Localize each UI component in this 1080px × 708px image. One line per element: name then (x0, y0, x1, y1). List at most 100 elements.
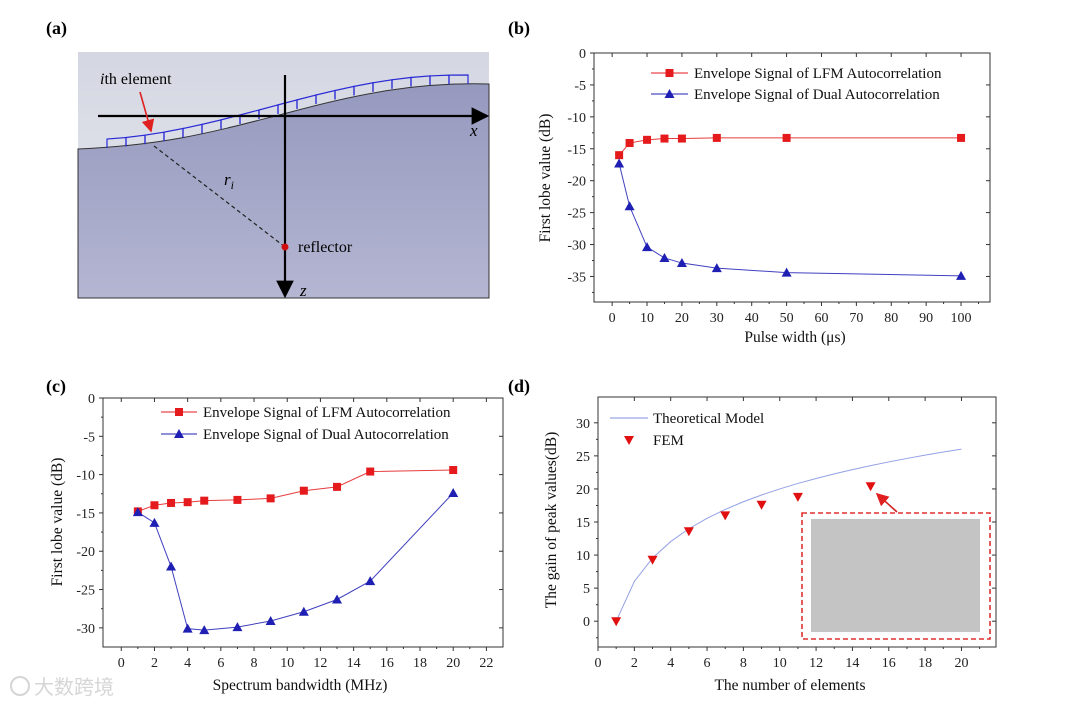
y-tick-label: 0 (579, 47, 586, 62)
y-tick-label: 10 (576, 549, 590, 564)
x-tick-label: 22 (479, 656, 493, 671)
y-tick-label: 0 (583, 615, 590, 630)
distance-subscript: i (231, 178, 234, 192)
y-tick-label: 20 (576, 483, 590, 498)
y-tick-label: -20 (76, 545, 95, 560)
series-envelope-signal-of-lfm-autocorrelation (133, 466, 458, 516)
element-label: ith element (100, 71, 172, 88)
triangle-marker (664, 89, 675, 98)
x-tick-label: 20 (675, 311, 689, 326)
triangle-down-marker (720, 511, 731, 521)
square-marker (660, 134, 669, 143)
x-tick-label: 10 (773, 656, 787, 671)
plot-frame (102, 397, 504, 648)
x-tick-label: 50 (780, 311, 794, 326)
y-tick-label: -35 (567, 270, 586, 285)
legend-entry: Envelope Signal of Dual Autocorrelation (161, 427, 449, 443)
x-tick-label: 2 (151, 656, 158, 671)
inset-image (811, 519, 980, 632)
y-tick-label: -15 (76, 507, 95, 522)
triangle-marker (332, 594, 343, 604)
series-envelope-signal-of-dual-autocorrelation (614, 158, 967, 280)
y-axis-title: First lobe value (dB) (537, 114, 554, 243)
x-tick-label: 60 (814, 311, 828, 326)
array-element (448, 74, 469, 85)
triangle-down-marker (683, 527, 694, 537)
square-marker (643, 135, 652, 144)
x-tick-label: 10 (640, 311, 654, 326)
y-axis-title: First lobe value (dB) (49, 458, 66, 587)
square-marker (449, 466, 458, 475)
x-tick-label: 20 (446, 656, 460, 671)
y-tick-label: -15 (567, 143, 586, 158)
watermark-logo-icon (10, 676, 30, 696)
x-tick-label: 4 (184, 656, 191, 671)
panel-label-a: (a) (46, 18, 67, 39)
square-marker (677, 134, 686, 143)
axes: 0 10 20 30 40 50 60 70 80 90 100 0 -5 -10 -15 -20 -25 -30… (537, 47, 991, 346)
y-tick-label: -30 (567, 239, 586, 254)
legend-label: Envelope Signal of LFM Autocorrelation (203, 405, 451, 421)
series-line (137, 492, 454, 631)
square-marker (712, 133, 721, 142)
legend-label: Envelope Signal of Dual Autocorrelation (203, 427, 449, 443)
x-tick-label: 2 (631, 656, 638, 671)
square-marker (167, 498, 176, 507)
square-marker (150, 501, 159, 510)
plot-frame (593, 52, 991, 303)
panel-label-d: (d) (508, 376, 530, 397)
square-marker (625, 139, 634, 148)
triangle-down-marker (611, 617, 622, 627)
legend-label: FEM (653, 433, 684, 449)
legend-entry: FEM (624, 433, 684, 449)
array-elements (106, 74, 469, 149)
watermark-text: 大数跨境 (34, 675, 114, 699)
x-tick-label: 12 (313, 656, 327, 671)
x-tick-label: 18 (918, 656, 932, 671)
x-tick-label: 12 (809, 656, 823, 671)
x-tick-label: 0 (595, 656, 602, 671)
triangle-marker (232, 622, 243, 632)
x-tick-label: 18 (413, 656, 427, 671)
triangle-marker (614, 158, 625, 168)
legend-label: Envelope Signal of LFM Autocorrelation (694, 66, 942, 82)
element-text: th element (104, 71, 172, 88)
watermark: 大数跨境 (10, 675, 114, 699)
x-axis-title: The number of elements (714, 677, 865, 694)
legend-label: Envelope Signal of Dual Autocorrelation (694, 87, 940, 103)
distance-label: ri (224, 170, 234, 192)
square-marker (299, 486, 308, 495)
triangle-marker (624, 201, 635, 211)
series-envelope-signal-of-dual-autocorrelation (132, 488, 459, 635)
triangle-marker (166, 561, 177, 571)
chart-d-element-gain: 0 2 4 6 8 10 12 14 16 18 20 0 5 10 15 20 25 30 The number … (543, 396, 997, 694)
x-tick-label: 70 (849, 311, 863, 326)
triangle-marker (711, 263, 722, 273)
x-tick-label: 0 (118, 656, 125, 671)
y-tick-label: -5 (83, 430, 95, 445)
triangle-marker (132, 507, 143, 517)
inset-pointer-arrow (875, 492, 898, 513)
y-tick-label: 30 (576, 417, 590, 432)
x-tick-label: 8 (740, 656, 747, 671)
x-tick-label: 6 (704, 656, 711, 671)
square-marker (183, 498, 192, 507)
x-tick-label: 0 (609, 311, 616, 326)
x-tick-label: 4 (667, 656, 674, 671)
x-tick-label: 90 (919, 311, 933, 326)
x-tick-label: 14 (347, 656, 361, 671)
square-marker (615, 151, 624, 160)
element-pointer-arrow (139, 91, 155, 133)
square-marker (200, 496, 209, 505)
y-tick-label: -25 (76, 584, 95, 599)
y-tick-label: -10 (567, 111, 586, 126)
square-marker (233, 495, 242, 504)
series-theoretical-model (615, 448, 962, 622)
y-tick-label: -20 (567, 175, 586, 190)
triangle-marker (365, 576, 376, 586)
panel-label-b: (b) (508, 18, 530, 39)
x-tick-label: 80 (884, 311, 898, 326)
triangle-marker (642, 242, 653, 252)
x-tick-label: 16 (882, 656, 896, 671)
y-axis-title: The gain of peak values(dB) (543, 432, 560, 608)
